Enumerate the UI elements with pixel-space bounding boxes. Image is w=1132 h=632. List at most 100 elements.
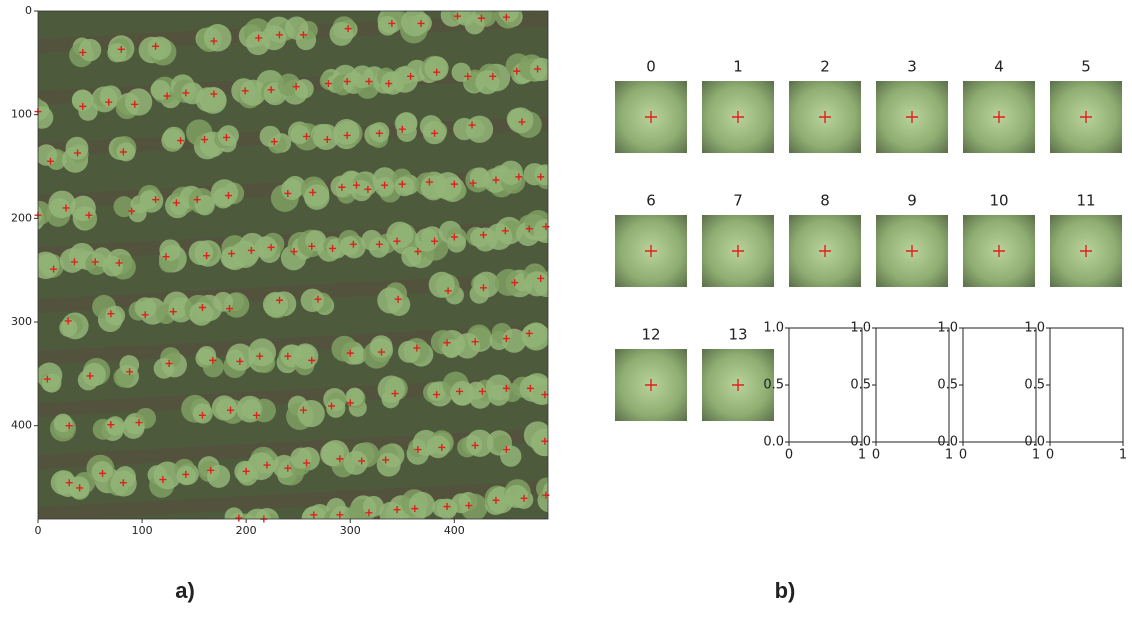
x-tick-label: 0 — [872, 448, 880, 463]
tree-crown — [543, 480, 565, 502]
tree-crown — [263, 292, 288, 317]
tree-crown — [105, 306, 125, 326]
x-tick-label: 100 — [132, 524, 153, 537]
thumb-title: 4 — [994, 58, 1004, 76]
tree-crown — [31, 106, 53, 128]
tree-crown — [486, 223, 513, 250]
thumb-title: 7 — [733, 192, 743, 210]
y-tick-label: 0.5 — [850, 378, 871, 393]
x-tick-label: 1 — [1119, 448, 1127, 463]
tree-crown — [83, 363, 106, 386]
tree-crown — [395, 112, 417, 134]
tree-crown — [401, 9, 429, 37]
tree-crown — [36, 144, 58, 166]
x-tick-label: 200 — [236, 524, 257, 537]
tree-crown — [189, 302, 213, 326]
y-tick-label: 1.0 — [763, 321, 784, 336]
thumb-title: 1 — [733, 58, 743, 76]
x-tick-label: 0 — [35, 524, 42, 537]
x-tick-label: 400 — [444, 524, 465, 537]
tree-crown — [391, 66, 418, 93]
tree-crown — [42, 373, 61, 392]
tree-crown — [475, 70, 499, 94]
tree-crown — [320, 442, 344, 466]
x-tick-label: 0 — [1046, 448, 1054, 463]
tree-crown — [148, 36, 172, 60]
y-tick-label: 0.0 — [937, 435, 958, 450]
tree-crown — [401, 247, 421, 267]
thumb-title: 8 — [820, 192, 830, 210]
tree-crown — [204, 24, 232, 52]
tree-crown — [231, 241, 258, 268]
thumb-title: 13 — [728, 326, 747, 344]
tree-crown — [290, 447, 311, 468]
tree-crown — [125, 88, 152, 115]
x-tick-label: 1 — [858, 448, 866, 463]
y-tick-label: 1.0 — [937, 321, 958, 336]
tree-crown — [429, 272, 455, 298]
tree-crown — [524, 271, 549, 296]
axes-frame — [1050, 328, 1123, 442]
tree-crown — [122, 417, 144, 439]
tree-crown — [530, 58, 553, 81]
tree-crown — [218, 125, 239, 146]
thumb-title: 11 — [1076, 192, 1095, 210]
tree-crown — [351, 180, 372, 201]
tree-crown — [329, 22, 353, 46]
tree-crown — [344, 451, 368, 475]
y-tick-label: 400 — [11, 419, 32, 432]
tree-crown — [378, 376, 405, 403]
tree-crown — [285, 16, 308, 39]
y-tick-label: 1.0 — [1024, 321, 1045, 336]
tree-crown — [281, 179, 302, 200]
tree-crown — [102, 256, 123, 277]
tree-crown — [298, 400, 325, 427]
tree-crown — [68, 476, 90, 498]
thumb-title: 6 — [646, 192, 656, 210]
tree-crown — [154, 358, 175, 379]
tree-crown — [377, 453, 401, 477]
y-tick-label: 100 — [11, 108, 32, 121]
tree-crown — [159, 239, 180, 260]
tree-crown — [301, 289, 324, 312]
thumb-title: 9 — [907, 192, 917, 210]
soil-row — [38, 532, 548, 573]
tree-crown — [242, 399, 262, 419]
caption: b) — [775, 578, 796, 603]
tree-crown — [247, 452, 275, 480]
x-tick-label: 1 — [1032, 448, 1040, 463]
y-tick-label: 0 — [25, 4, 32, 17]
aerial-image — [19, 2, 565, 625]
tree-crown — [427, 435, 450, 458]
tree-crown — [260, 126, 281, 147]
tree-crown — [326, 399, 345, 418]
tree-crown — [424, 56, 448, 80]
tree-crown — [351, 65, 374, 88]
tree-crown — [378, 16, 398, 36]
thumb-title: 0 — [646, 58, 656, 76]
tree-crown — [522, 323, 550, 351]
thumb-title: 10 — [989, 192, 1008, 210]
tree-crown — [107, 43, 126, 62]
thumb-title: 3 — [907, 58, 917, 76]
figure: a) b) 0100200300400010020030040001234567… — [0, 0, 1132, 632]
tree-crown — [248, 338, 276, 366]
tree-crown — [500, 446, 521, 467]
y-tick-label: 0.5 — [937, 378, 958, 393]
caption: a) — [175, 578, 195, 603]
tree-crown — [455, 333, 480, 358]
tree-crown — [211, 179, 238, 206]
y-tick-label: 200 — [11, 211, 32, 224]
tree-crown — [105, 416, 124, 435]
thumb-title: 2 — [820, 58, 830, 76]
tree-crown — [534, 219, 558, 243]
tree-crown — [304, 184, 329, 209]
tree-crown — [189, 241, 213, 265]
x-tick-label: 0 — [785, 448, 793, 463]
tree-crown — [293, 343, 319, 369]
thumb-title: 5 — [1081, 58, 1091, 76]
tree-crown — [261, 25, 286, 50]
x-tick-label: 0 — [959, 448, 967, 463]
tree-crown — [212, 395, 237, 420]
y-tick-label: 0.5 — [1024, 378, 1045, 393]
